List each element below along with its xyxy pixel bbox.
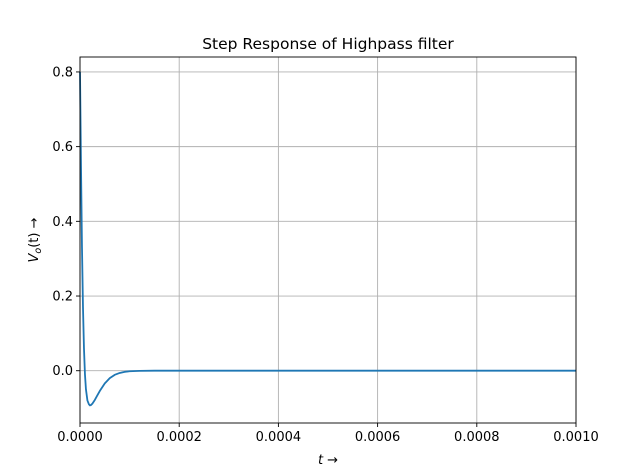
y-axis-label-main: V — [27, 252, 42, 262]
x-tick-label: 0.0002 — [156, 430, 202, 445]
x-axis-label: t → — [318, 453, 338, 468]
x-axis-ticks: 0.0000 0.0002 0.0004 0.0006 0.0008 0.0010 — [57, 423, 599, 445]
y-tick-label: 0.8 — [52, 65, 73, 80]
y-tick-label: 0.0 — [52, 364, 73, 379]
plot-lines — [79, 71, 576, 407]
x-tick-label: 0.0006 — [355, 430, 401, 445]
y-tick-label: 0.2 — [52, 290, 73, 305]
plot-frame — [79, 56, 577, 424]
x-axis-label-text: t → — [318, 453, 338, 468]
response-line — [79, 71, 576, 407]
y-tick-label: 0.4 — [52, 215, 73, 230]
y-axis-ticks: 0.0 0.2 0.4 0.6 0.8 — [52, 65, 80, 379]
x-tick-label: 0.0000 — [57, 430, 103, 445]
chart-title: Step Response of Highpass filter — [202, 35, 454, 53]
y-axis-label-sub: o — [33, 248, 44, 254]
x-tick-label: 0.0008 — [454, 430, 500, 445]
grid — [79, 57, 577, 423]
x-tick-label: 0.0004 — [256, 430, 302, 445]
x-tick-label: 0.0010 — [553, 430, 599, 445]
y-axis-label-rest: (t) → — [27, 217, 42, 247]
y-axis-label: Vo(t) → — [27, 217, 44, 262]
y-tick-label: 0.6 — [52, 140, 73, 155]
